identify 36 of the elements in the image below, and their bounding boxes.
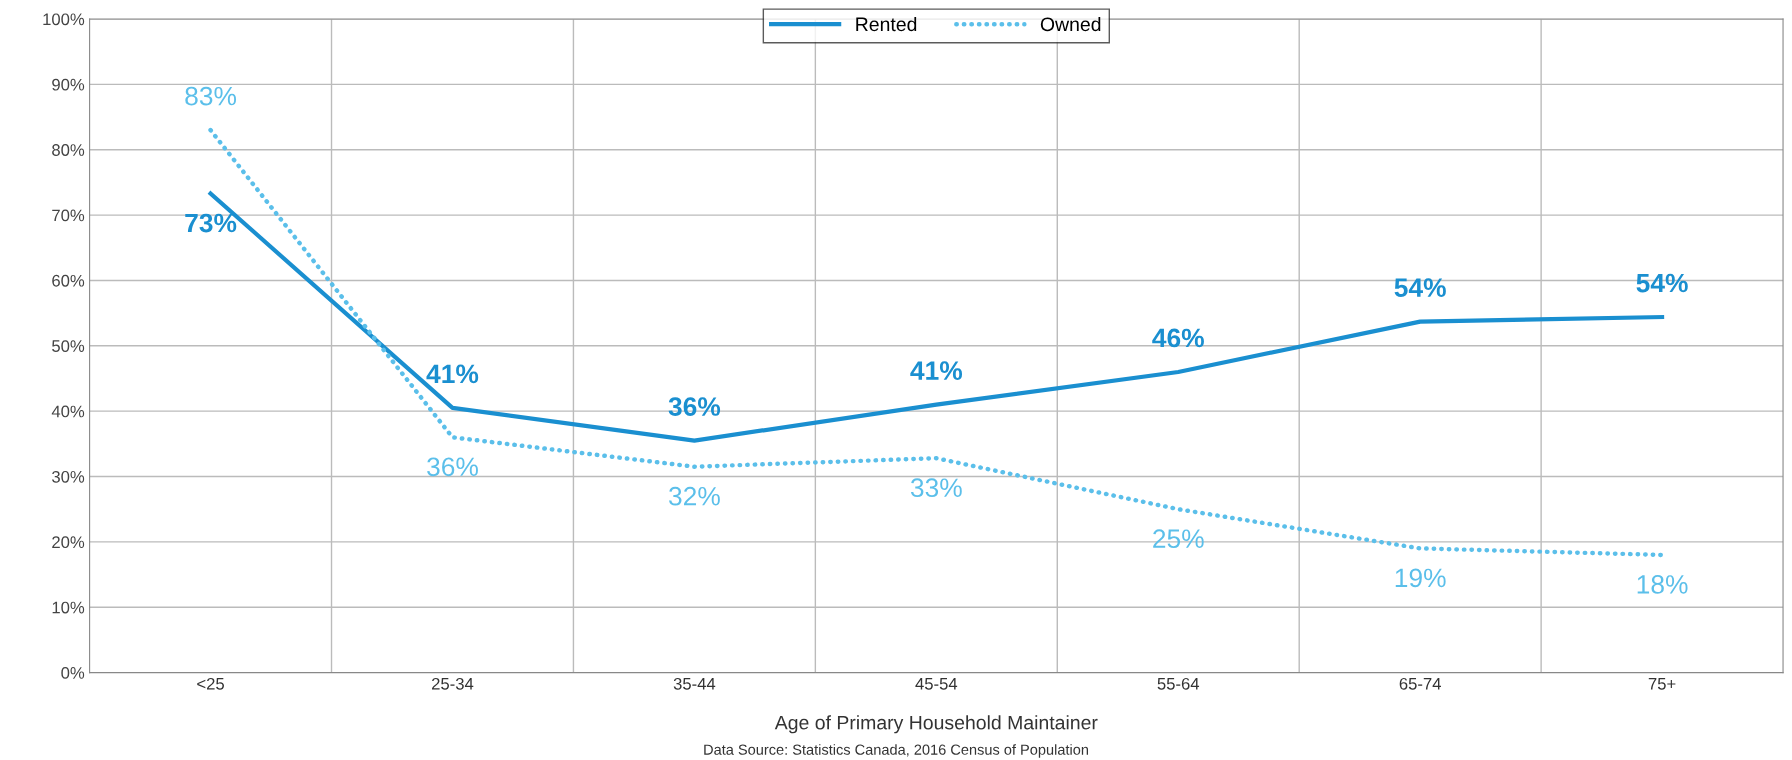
x-axis-title: Age of Primary Household Maintainer xyxy=(774,715,1098,734)
y-tick-label: 70% xyxy=(52,209,85,222)
y-tick-label: 60% xyxy=(52,274,85,287)
data-label: 83% xyxy=(185,86,237,106)
data-label: 36% xyxy=(427,457,478,477)
data-label: 36% xyxy=(668,397,721,416)
y-tick-label: 30% xyxy=(52,470,85,483)
x-tick-label: 65-74 xyxy=(1399,677,1441,690)
y-tick-label: 20% xyxy=(52,536,85,549)
data-label: 46% xyxy=(1152,328,1204,348)
legend-label: Owned xyxy=(1040,16,1101,32)
data-label: 25% xyxy=(1153,529,1204,549)
y-tick-label: 50% xyxy=(52,340,85,352)
data-label: 54% xyxy=(1636,273,1688,293)
legend-label: Rented xyxy=(856,16,917,32)
x-tick-label: 55-64 xyxy=(1157,677,1200,690)
y-tick-label: 90% xyxy=(52,78,85,91)
y-tick-label: 100% xyxy=(43,13,85,26)
data-label: 41% xyxy=(426,364,479,384)
source-note: Data Source: Statistics Canada, 2016 Census of Population xyxy=(704,744,1089,758)
data-label: 41% xyxy=(910,361,963,380)
x-tick-label: 75+ xyxy=(1648,678,1676,690)
x-tick-label: 25-34 xyxy=(432,677,474,690)
y-tick-label: 40% xyxy=(51,405,85,418)
data-label: 73% xyxy=(185,213,237,233)
x-tick-label: <25 xyxy=(197,677,224,690)
y-tick-label: 80% xyxy=(52,144,85,156)
x-tick-label: 45-54 xyxy=(915,678,958,690)
y-tick-label: 10% xyxy=(52,601,85,614)
data-label: 19% xyxy=(1395,568,1446,588)
x-tick-label: 35-44 xyxy=(673,677,716,690)
data-label: 33% xyxy=(910,478,962,498)
data-label: 54% xyxy=(1394,278,1446,297)
data-label: 32% xyxy=(669,486,720,506)
y-tick-label: 0% xyxy=(61,667,85,679)
data-label: 18% xyxy=(1637,575,1688,594)
